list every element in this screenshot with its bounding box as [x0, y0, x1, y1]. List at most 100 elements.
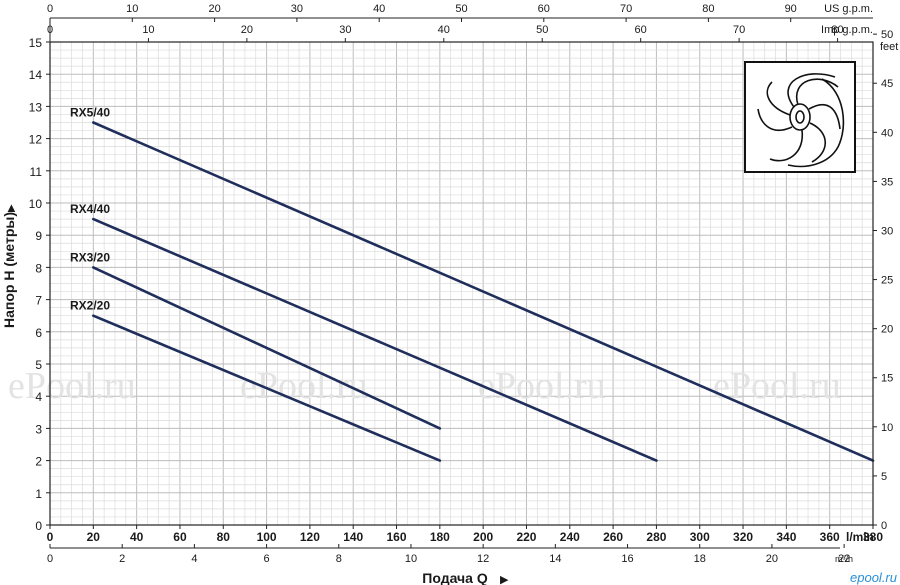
y-tick-label: 4 [35, 390, 42, 404]
impeller-illustration [744, 61, 856, 173]
bottom-m3h-tick-label: 2 [119, 553, 125, 565]
right-tick-label: 10 [881, 422, 893, 434]
top-imp-tick-label: 20 [241, 24, 253, 36]
y-tick-label: 11 [30, 165, 43, 179]
x-tick-label: 20 [87, 530, 101, 544]
series-label: RX4/40 [70, 202, 110, 216]
series-label: RX3/20 [70, 250, 110, 264]
series-label: RX5/40 [70, 106, 110, 120]
x-tick-label: 340 [776, 530, 796, 544]
y-tick-label: 5 [35, 358, 42, 372]
top-us-tick-label: 60 [538, 3, 550, 15]
top-imp-tick-label: 60 [635, 24, 647, 36]
y-axis-arrow: ▶ [6, 204, 17, 212]
top-us-tick-label: 0 [47, 3, 53, 15]
y-axis-title: Напор H (метры) [1, 212, 17, 328]
y-tick-label: 7 [35, 294, 42, 308]
series-line [92, 266, 442, 430]
x-tick-label: 100 [257, 530, 277, 544]
watermark: ePool.ru [8, 365, 136, 407]
y-tick-label: 3 [35, 422, 42, 436]
right-tick-label: 25 [881, 275, 893, 287]
x-tick-label: 40 [130, 530, 144, 544]
x-tick-label: 180 [430, 530, 450, 544]
y-tick-label: 14 [29, 68, 43, 82]
right-tick-label: 15 [881, 373, 893, 385]
x-tick-label: 60 [173, 530, 187, 544]
bottom-m3h-axis-label: m³/h [835, 554, 853, 564]
top-imp-tick-label: 10 [142, 24, 154, 36]
bottom-m3h-tick-label: 0 [47, 553, 53, 565]
top-imp-tick-label: 70 [733, 24, 745, 36]
bottom-m3h-tick-label: 22 [838, 553, 850, 565]
bottom-m3h-tick-label: 10 [405, 553, 417, 565]
right-tick-label: 20 [881, 324, 893, 336]
watermark: ePool.ru [478, 365, 606, 407]
y-tick-label: 13 [29, 100, 43, 114]
x-tick-label: 120 [300, 530, 320, 544]
bottom-m3h-tick-label: 18 [694, 553, 706, 565]
x-tick-label: 220 [516, 530, 536, 544]
series-line [92, 314, 442, 462]
top-imp-tick-label: 0 [47, 24, 53, 36]
x-tick-label: 200 [473, 530, 493, 544]
bottom-m3h-tick-label: 14 [549, 553, 561, 565]
y-tick-label: 6 [35, 326, 42, 340]
bottom-m3h-tick-label: 4 [191, 553, 197, 565]
x-tick-label: 0 [47, 530, 54, 544]
x-tick-label: 140 [343, 530, 363, 544]
x-axis-arrow: ▶ [500, 574, 509, 585]
top-us-tick-label: 30 [291, 3, 303, 15]
series-lines: RX5/40 RX4/40 RX3/20 RX2/20 [70, 106, 875, 462]
bottom-m3h-tick-label: 20 [766, 553, 778, 565]
top-imp-axis-label: Imp g.p.m. [821, 24, 873, 36]
right-tick-label: 0 [881, 520, 887, 532]
series-line [92, 121, 875, 462]
top-us-tick-label: 20 [208, 3, 220, 15]
y-tick-label: 0 [35, 519, 42, 533]
x-tick-label: 280 [646, 530, 666, 544]
top-us-tick-label: 40 [373, 3, 385, 15]
bottom-m3h-tick-label: 6 [264, 553, 270, 565]
top-imp-tick-label: 30 [339, 24, 351, 36]
top-imp-tick-label: 40 [438, 24, 450, 36]
x-tick-label: 160 [387, 530, 407, 544]
logo: epool.ru [850, 570, 897, 585]
x-tick-label: 360 [820, 530, 840, 544]
x-tick-label: 80 [217, 530, 231, 544]
y-tick-label: 2 [35, 455, 42, 469]
series-label: RX2/20 [70, 299, 110, 313]
right-tick-label: 50 [881, 29, 893, 41]
series-line [92, 217, 658, 462]
top-us-tick-label: 10 [126, 3, 138, 15]
y-tick-label: 9 [35, 229, 42, 243]
plot-frame [49, 41, 874, 526]
top-us-axis-label: US g.p.m. [824, 3, 873, 15]
top-imp-tick-label: 50 [536, 24, 548, 36]
y-tick-label: 15 [29, 36, 43, 50]
x-axis-title: Подача Q [422, 570, 488, 585]
right-axis-label: feet [880, 41, 898, 53]
right-tick-label: 45 [881, 78, 893, 90]
bottom-m3h-tick-label: 12 [477, 553, 489, 565]
bottom-m3h-tick-label: 16 [621, 553, 633, 565]
bottom-m3h-tick-label: 8 [336, 553, 342, 565]
top-us-tick-label: 50 [455, 3, 467, 15]
right-tick-label: 35 [881, 176, 893, 188]
x-tick-label: 380 [863, 530, 883, 544]
y-tick-label: 10 [29, 197, 43, 211]
x-tick-label: 260 [603, 530, 623, 544]
right-tick-label: 40 [881, 127, 893, 139]
y-tick-label: 1 [35, 487, 42, 501]
watermarks: ePool.ru ePool.ru ePool.ru ePool.ru [8, 365, 841, 407]
right-tick-label: 5 [881, 471, 887, 483]
top-imp-tick-label: 80 [831, 24, 843, 36]
x-tick-label: 300 [690, 530, 710, 544]
x-tick-label: 320 [733, 530, 753, 544]
right-tick-label: 30 [881, 225, 893, 237]
top-us-tick-label: 90 [785, 3, 797, 15]
y-tick-label: 12 [29, 133, 43, 147]
x-unit-label: l/min [846, 530, 874, 544]
